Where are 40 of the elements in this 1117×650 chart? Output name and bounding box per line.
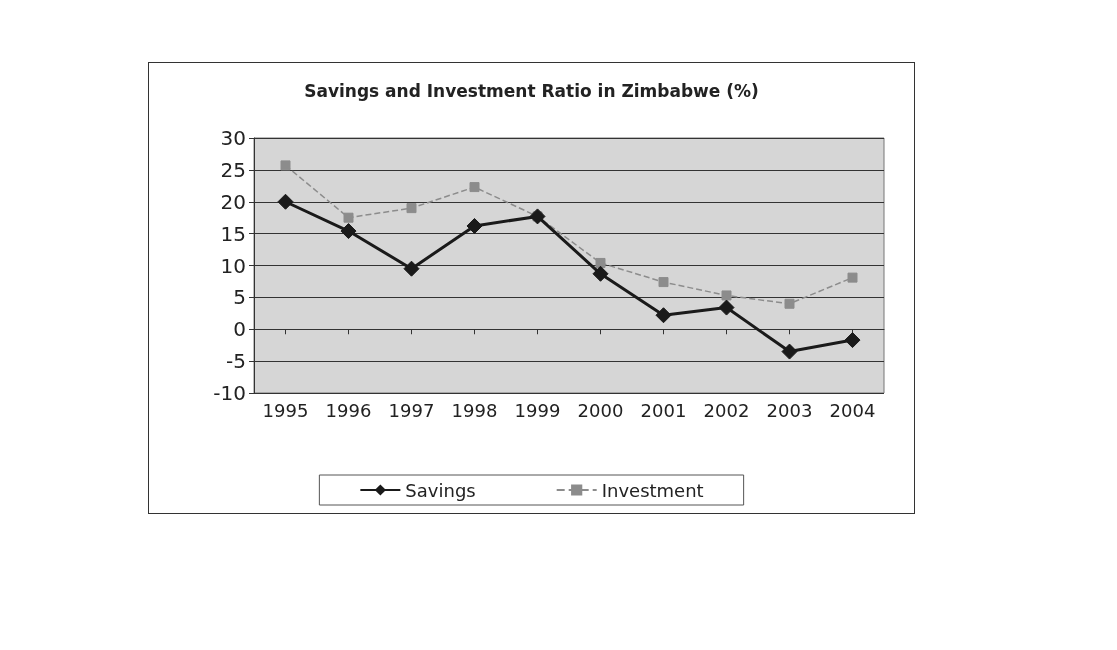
y-tick-label: 30	[220, 126, 246, 150]
y-tick-label: -5	[226, 349, 246, 374]
y-tick-label: -10	[213, 381, 246, 405]
point	[592, 265, 609, 282]
point	[847, 272, 858, 283]
y-tick-label: 20	[220, 189, 246, 214]
point	[655, 307, 672, 324]
chart-title: Savings and Investment Ratio in Zimbabwe (%)	[304, 80, 759, 101]
x-tick-label: 2004	[829, 399, 876, 421]
x-tick-label: 2000	[577, 399, 624, 421]
point	[721, 290, 732, 301]
x-tick-label: 1998	[451, 399, 498, 421]
x-tick-label: 1999	[514, 399, 561, 421]
x-tick-label: 1997	[388, 399, 435, 421]
point	[340, 223, 357, 240]
point	[280, 160, 291, 171]
point	[658, 277, 669, 288]
point	[469, 182, 480, 193]
legend-label: Savings	[405, 479, 476, 501]
point	[406, 203, 417, 214]
point	[466, 217, 483, 234]
x-tick-label: 2003	[766, 399, 813, 421]
y-tick-label: 15	[220, 221, 246, 246]
x-tick-label: 1996	[325, 399, 372, 421]
point	[403, 260, 420, 277]
point	[781, 343, 798, 360]
point	[844, 332, 861, 349]
point	[784, 298, 795, 309]
legend-label: Investment	[601, 479, 704, 501]
y-tick-label: 25	[220, 157, 246, 182]
point	[277, 193, 294, 210]
x-tick-label: 2002	[703, 399, 750, 421]
y-tick-label: 10	[220, 253, 246, 278]
y-tick-label: 0	[233, 317, 246, 342]
y-tick-label: 5	[233, 285, 246, 310]
point	[343, 212, 354, 223]
x-tick-label: 2001	[640, 399, 687, 421]
point	[595, 257, 606, 268]
x-tick-label: 1995	[262, 399, 309, 421]
point	[718, 299, 735, 316]
